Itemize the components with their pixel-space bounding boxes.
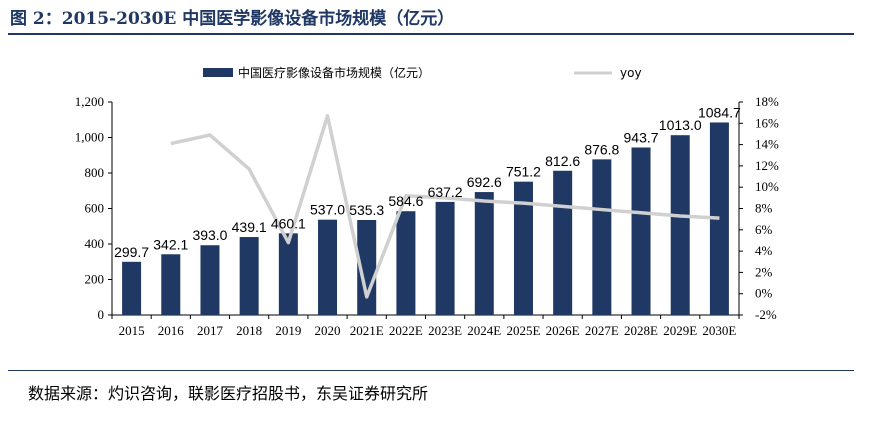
x-tick-label: 2022E (389, 323, 423, 338)
bar (357, 219, 377, 315)
bar (200, 245, 220, 315)
y-left-tick-label: 0 (98, 307, 105, 322)
y-left-tick-label: 600 (85, 201, 105, 216)
x-tick-label: 2029E (663, 323, 697, 338)
bars (122, 122, 729, 315)
bar-value-label: 584.6 (388, 193, 423, 209)
y-right-tick-label: 2% (755, 264, 773, 279)
bar-value-label: 1013.0 (659, 117, 702, 133)
source-note: 数据来源：灼识咨询，联影医疗招股书，东吴证券研究所 (28, 384, 429, 403)
bar-value-label: 299.7 (114, 244, 149, 260)
yoy-line (170, 114, 720, 299)
bar (396, 211, 416, 315)
bar (435, 201, 455, 315)
x-tick-label: 2028E (624, 323, 658, 338)
title-rule (8, 33, 854, 35)
y-right-tick-label: 12% (755, 158, 779, 173)
bar (161, 254, 181, 315)
bar (122, 261, 142, 315)
y-right-tick-label: 18% (755, 94, 779, 109)
bar (318, 219, 338, 315)
x-tick-label: 2017 (197, 323, 224, 338)
source-rule (8, 370, 854, 371)
bar-value-label: 342.1 (153, 236, 188, 252)
legend: 中国医疗影像设备市场规模（亿元） yoy (203, 65, 642, 80)
x-tick-label: 2016 (158, 323, 185, 338)
x-tick-label: 2019 (275, 323, 301, 338)
bar (278, 233, 298, 315)
bar-value-label: 439.1 (232, 219, 267, 235)
x-tick-label: 2018 (236, 323, 262, 338)
bar (670, 135, 690, 315)
bar (592, 159, 612, 315)
bar-value-label: 692.6 (467, 174, 502, 190)
y-left-tick-label: 400 (85, 236, 105, 251)
bar-value-label: 876.8 (584, 141, 619, 157)
x-tick-label: 2023E (428, 323, 462, 338)
market-size-chart: 中国医疗影像设备市场规模（亿元） yoy 0 200 400 600 800 1,000 1… (75, 65, 779, 338)
bar-value-label: 637.2 (428, 184, 463, 200)
bar-value-label: 393.0 (192, 227, 227, 243)
y-right-tick-label: 16% (755, 115, 779, 130)
bar-value-label: 535.3 (349, 202, 384, 218)
y-right-tick-label: 4% (755, 243, 773, 258)
bar-value-label: 460.1 (271, 215, 306, 231)
bar (239, 237, 259, 315)
x-tick-label: 2025E (506, 323, 540, 338)
y-right-tick-label: 14% (755, 137, 779, 152)
bar-value-label: 943.7 (624, 129, 659, 145)
y-right-tick-label: 8% (755, 201, 773, 216)
y-right-tick-label: -2% (755, 307, 777, 322)
bar-value-label: 1084.7 (698, 104, 741, 120)
x-tick-label: 2026E (546, 323, 580, 338)
x-tick-label: 2021E (350, 323, 384, 338)
y-left-tick-label: 200 (85, 272, 105, 287)
bar (513, 181, 533, 315)
legend-bar-swatch (203, 68, 233, 77)
bar (631, 147, 651, 315)
bar-value-label: 812.6 (545, 153, 580, 169)
y-left-tick-label: 1,200 (75, 94, 104, 109)
x-tick-label: 2024E (467, 323, 501, 338)
bar-value-label: 537.0 (310, 202, 345, 218)
y-right-tick-label: 10% (755, 179, 779, 194)
legend-line-label: yoy (620, 66, 642, 80)
bar-value-label: 751.2 (506, 164, 541, 180)
legend-bar-label: 中国医疗影像设备市场规模（亿元） (238, 65, 430, 80)
y-left-tick-label: 1,000 (75, 130, 104, 145)
yoy-line-path (170, 114, 720, 299)
x-tick-label: 2015 (119, 323, 145, 338)
x-tick-label: 2027E (585, 323, 619, 338)
bar (474, 192, 494, 315)
y-right-tick-label: 6% (755, 222, 773, 237)
x-tick-label: 2020 (315, 323, 341, 338)
figure-title: 图 2：2015-2030E 中国医学影像设备市场规模（亿元） (10, 9, 455, 29)
y-right-tick-label: 0% (755, 286, 773, 301)
bar (709, 122, 729, 315)
x-tick-label: 2030E (702, 323, 736, 338)
y-left-tick-label: 800 (85, 165, 105, 180)
bar (553, 170, 573, 315)
